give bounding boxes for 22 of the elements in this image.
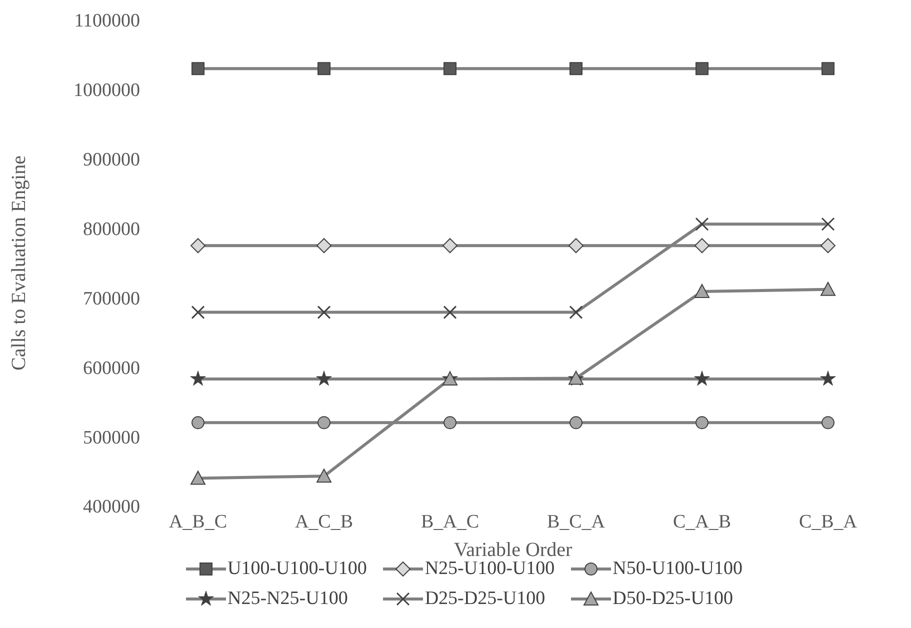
x-tick-label: A_C_B bbox=[294, 511, 354, 532]
legend-label: U100-U100-U100 bbox=[228, 558, 367, 580]
legend-label: D25-D25-U100 bbox=[424, 588, 546, 610]
x-tick-label: C_B_A bbox=[798, 511, 858, 532]
y-axis-title: Calls to Evaluation Engine bbox=[8, 155, 30, 370]
y-tick-label: 1000000 bbox=[74, 80, 140, 102]
y-tick-label: 400000 bbox=[83, 496, 140, 518]
y-tick-label: 600000 bbox=[83, 358, 140, 379]
x-axis-title: Variable Order bbox=[454, 539, 572, 561]
x-tick-label: C_A_B bbox=[672, 511, 732, 532]
legend-label: D50-D25-U100 bbox=[612, 588, 733, 610]
x-tick-label: A_B_C bbox=[168, 511, 228, 532]
y-tick-label: 800000 bbox=[83, 219, 140, 240]
legend-label: N25-U100-U100 bbox=[424, 558, 555, 580]
y-tick-label: 700000 bbox=[83, 288, 140, 310]
y-tick-label: 900000 bbox=[83, 150, 140, 171]
legend-label: N50-U100-U100 bbox=[612, 558, 742, 580]
x-tick-label: B_C_A bbox=[546, 511, 606, 532]
x-tick-label: B_A_C bbox=[420, 511, 480, 532]
y-tick-label: 500000 bbox=[83, 427, 140, 448]
y-tick-label: 1100000 bbox=[74, 10, 140, 32]
legend-label: N25-N25-U100 bbox=[228, 588, 348, 610]
